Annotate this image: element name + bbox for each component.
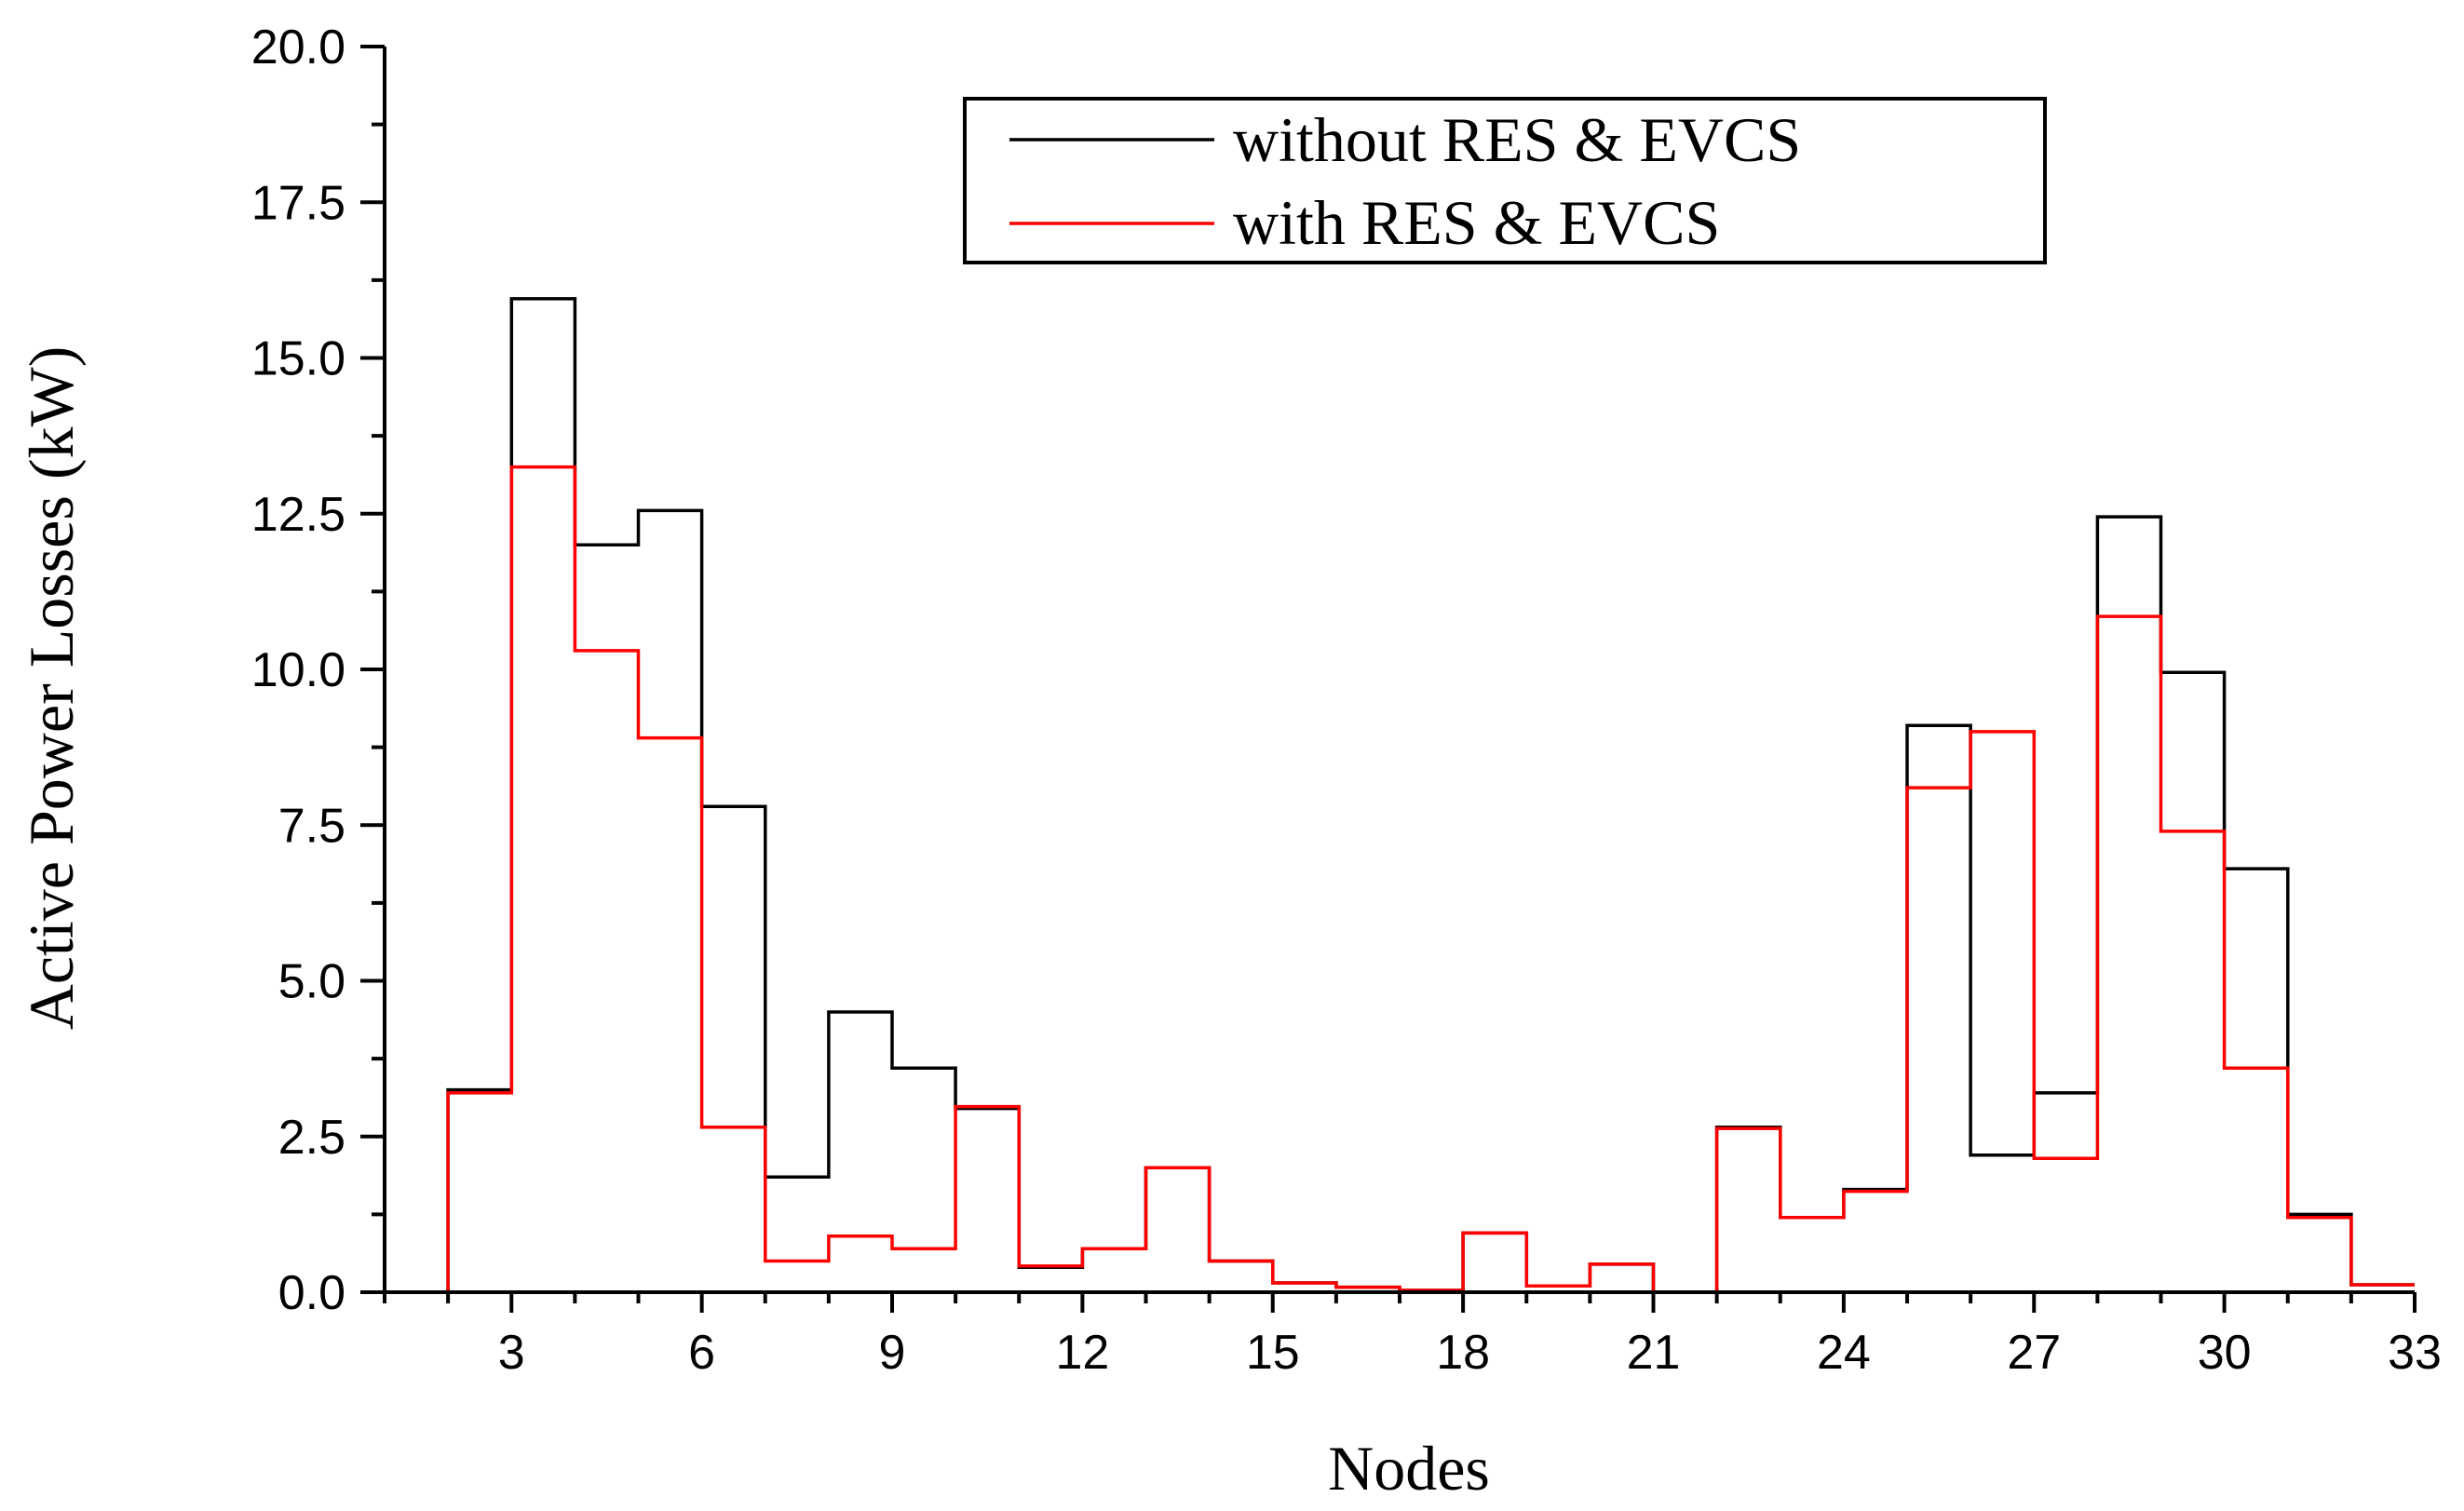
data-step — [2097, 614, 2160, 618]
x-tick-label: 9 — [879, 1326, 906, 1380]
data-step — [639, 508, 702, 512]
data-step — [892, 1066, 955, 1070]
y-tick-label: 7.5 — [278, 799, 345, 853]
data-step — [2097, 515, 2160, 519]
y-tick-label: 5.0 — [278, 955, 345, 1009]
x-axis-label: Nodes — [1328, 1433, 1490, 1504]
y-axis-label: Active Power Losses (kW) — [16, 346, 87, 1031]
y-tick-label: 17.5 — [251, 176, 345, 230]
data-step — [1526, 1284, 1590, 1288]
data-step — [2161, 670, 2225, 674]
data-step — [2225, 1066, 2288, 1070]
data-step — [892, 1247, 955, 1250]
data-step — [511, 465, 575, 469]
data-step — [1273, 1281, 1336, 1285]
data-step — [2225, 867, 2288, 870]
data-step — [829, 1234, 892, 1238]
x-tick-label: 33 — [2388, 1326, 2442, 1380]
data-step — [1336, 1286, 1400, 1289]
data-step — [765, 1260, 829, 1263]
data-step — [2034, 1091, 2097, 1095]
data-step — [1590, 1262, 1653, 1266]
data-step — [1082, 1247, 1145, 1250]
y-tick-label: 10.0 — [251, 643, 345, 697]
data-step — [448, 1091, 511, 1095]
x-tick-label: 24 — [1817, 1326, 1871, 1380]
data-step — [829, 1010, 892, 1014]
legend: without RES & EVCS with RES & EVCS — [963, 97, 2047, 264]
data-step — [511, 297, 575, 301]
y-tick-label: 12.5 — [251, 488, 345, 542]
legend-label-with: with RES & EVCS — [1233, 187, 1720, 258]
data-step — [1210, 1260, 1273, 1263]
data-step — [639, 736, 702, 740]
x-tick-label: 18 — [1436, 1326, 1490, 1380]
x-tick-label: 21 — [1627, 1326, 1681, 1380]
data-step — [2351, 1283, 2415, 1287]
x-ticks: 3 6 9 12 15 18 21 24 27 30 33 — [383, 1292, 2442, 1380]
legend-box — [963, 97, 2047, 264]
data-step — [1970, 1153, 2034, 1157]
series-without — [385, 297, 2415, 1294]
data-step — [575, 543, 638, 546]
y-ticks: 0.0 2.5 5.0 7.5 10.0 12.5 15.0 17.5 20.0 — [251, 20, 385, 1320]
series-layer — [385, 297, 2415, 1294]
data-step — [1907, 723, 1970, 727]
data-step — [702, 804, 765, 808]
axes-layer: 3 6 9 12 15 18 21 24 27 30 33 0.0 2.5 5.0 7.5 10.0 12.5… — [251, 20, 2442, 1380]
x-tick-label: 30 — [2198, 1326, 2252, 1380]
x-tick-label: 27 — [2007, 1326, 2061, 1380]
data-step — [1717, 1127, 1780, 1130]
data-step — [955, 1105, 1019, 1109]
data-step — [2161, 830, 2225, 833]
x-tick-label: 3 — [498, 1326, 525, 1380]
y-tick-label: 15.0 — [251, 332, 345, 386]
data-step — [1970, 730, 2034, 734]
y-tick-label: 20.0 — [251, 20, 345, 74]
data-step — [1844, 1190, 1907, 1194]
legend-label-without: without RES & EVCS — [1233, 104, 1801, 175]
data-step — [1463, 1231, 1526, 1234]
series-line — [385, 465, 2415, 1294]
data-step — [1907, 786, 1970, 789]
series-with — [385, 465, 2415, 1294]
x-tick-label: 12 — [1055, 1326, 1109, 1380]
data-step — [765, 1175, 829, 1179]
y-tick-label: 2.5 — [278, 1111, 345, 1165]
data-step — [1146, 1166, 1210, 1169]
data-step — [2288, 1216, 2351, 1220]
data-step — [575, 649, 638, 653]
x-tick-label: 6 — [688, 1326, 715, 1380]
series-line — [385, 297, 2415, 1294]
x-tick-label: 15 — [1246, 1326, 1300, 1380]
data-step — [702, 1126, 765, 1129]
data-step — [1019, 1264, 1082, 1268]
data-step — [2034, 1156, 2097, 1160]
y-tick-label: 0.0 — [278, 1266, 345, 1320]
data-step — [1780, 1216, 1844, 1220]
